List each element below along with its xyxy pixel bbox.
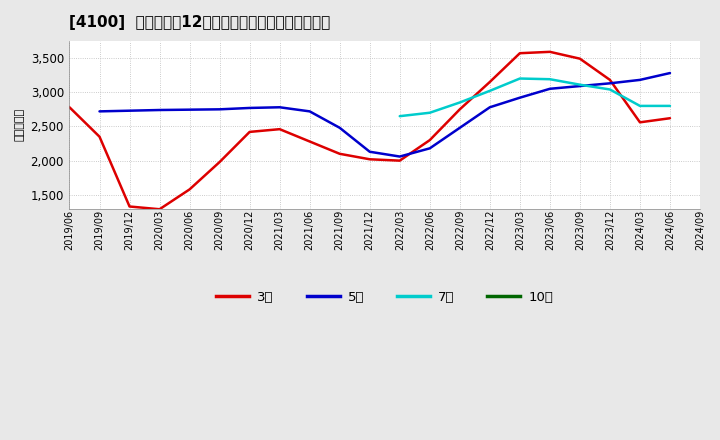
- Legend: 3年, 5年, 7年, 10年: 3年, 5年, 7年, 10年: [211, 286, 559, 309]
- Y-axis label: （百万円）: （百万円）: [15, 108, 25, 141]
- Text: [4100]  当期純利益12か月移動合計の標準偏差の推移: [4100] 当期純利益12か月移動合計の標準偏差の推移: [70, 15, 330, 30]
